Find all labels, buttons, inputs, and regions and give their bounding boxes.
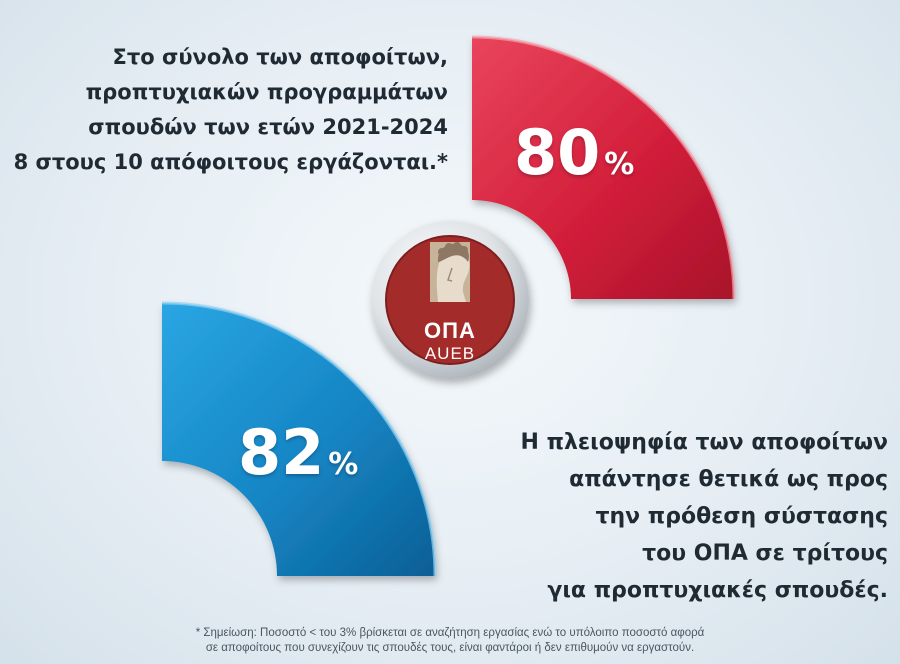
blue-quadrant-highlight [161, 301, 437, 577]
blue-quadrant [162, 303, 435, 576]
blue-statement-line: του ΟΠΑ σε τρίτους [642, 541, 888, 566]
red-percentage-value: 80 [514, 116, 601, 189]
blue-percentage-unit: % [328, 447, 359, 482]
logo-name-english: AUEB [424, 344, 476, 363]
logo-name-greek: ΟΠΑ [424, 318, 476, 343]
footnote-line: σε αποφοίτους που συνεχίζουν τις σπουδές… [205, 642, 695, 654]
blue-percentage-value: 82 [238, 416, 325, 489]
blue-statement-line: την πρόθεση σύστασης [595, 504, 888, 529]
footnote-line: * Σημείωση: Ποσοστό < του 3% βρίσκεται σ… [195, 627, 705, 639]
blue-statement-line: Η πλειοψηφία των αποφοίτων [520, 430, 889, 455]
blue-statement-line: για προπτυχιακές σπουδές. [547, 578, 888, 603]
red-quadrant [472, 37, 734, 299]
red-quadrant-highlight [471, 35, 736, 300]
hermes-head-icon [430, 242, 470, 302]
red-statement-line: 8 στους 10 απόφοιτους εργάζονται.* [13, 150, 448, 174]
footnote: * Σημείωση: Ποσοστό < του 3% βρίσκεται σ… [0, 626, 900, 656]
red-statement-line: Στο σύνολο των αποφοίτων, [112, 45, 449, 69]
blue-percentage: 82% [238, 422, 358, 484]
blue-statement: Η πλειοψηφία των αποφοίτων απάντησε θετι… [448, 424, 889, 609]
red-statement-line: προπτυχιακών προγραμμάτων [85, 80, 448, 104]
blue-statement-line: απάντησε θετικά ως προς [569, 467, 888, 492]
red-percentage-unit: % [604, 147, 635, 182]
red-statement: Στο σύνολο των αποφοίτων, προπτυχιακών π… [8, 40, 448, 180]
red-percentage: 80% [514, 122, 634, 184]
red-statement-line: σπουδών των ετών 2021-2024 [88, 115, 448, 139]
